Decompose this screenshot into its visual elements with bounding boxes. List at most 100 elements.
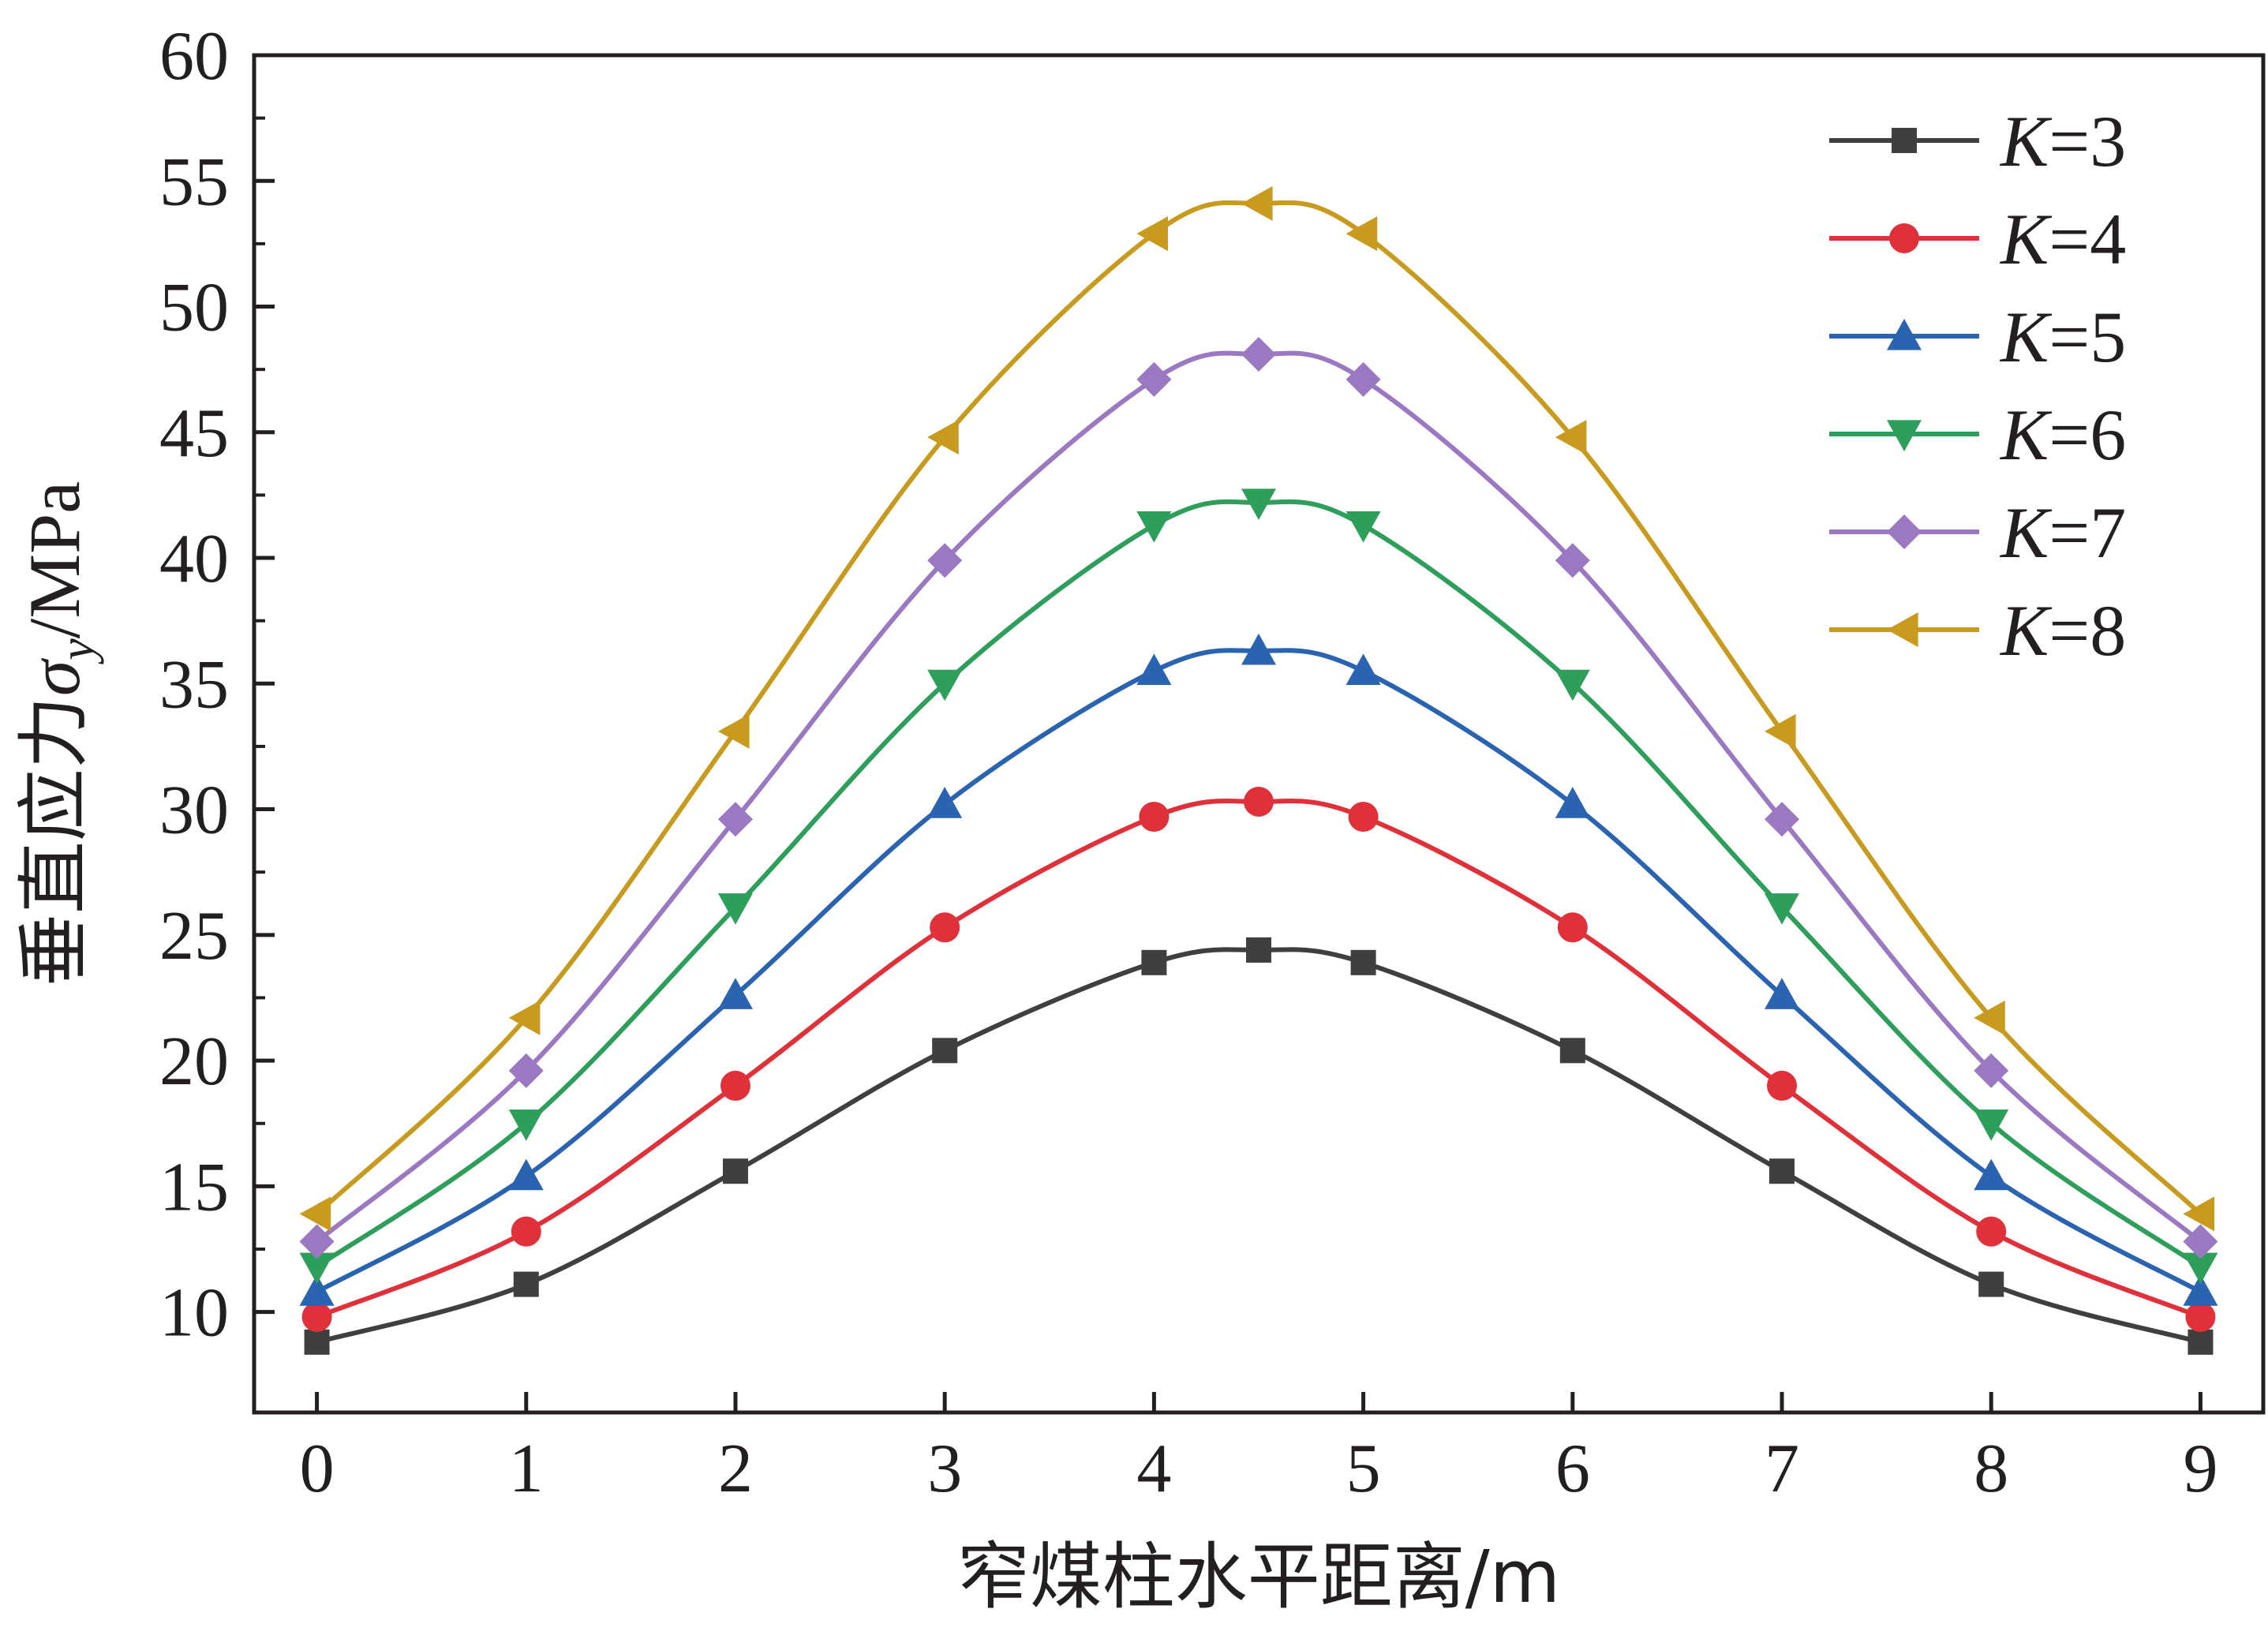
series-8 — [299, 185, 2215, 1232]
x-axis-title: 窄煤柱水平距离/m — [957, 1535, 1561, 1619]
legend-label: K=3 — [1999, 101, 2126, 181]
data-point — [511, 1216, 541, 1247]
data-point — [1345, 653, 1381, 685]
x-tick-label: 0 — [300, 1431, 335, 1507]
data-point — [722, 1158, 748, 1184]
legend-label: K=6 — [1999, 395, 2126, 475]
y-tick-label: 15 — [159, 1149, 229, 1225]
data-point — [927, 669, 963, 702]
data-point — [299, 1274, 335, 1306]
data-point — [1978, 1271, 2004, 1297]
legend-label: K=4 — [1999, 199, 2126, 279]
data-point — [1241, 633, 1276, 665]
x-tick-label: 6 — [1555, 1431, 1590, 1507]
series-4 — [301, 787, 2216, 1332]
data-point — [720, 1070, 750, 1101]
data-point — [1555, 543, 1590, 578]
data-point — [1136, 653, 1172, 685]
data-point — [927, 543, 963, 578]
series-line — [316, 799, 2202, 1319]
data-point — [1557, 912, 1588, 943]
x-tick-label: 5 — [1346, 1431, 1381, 1507]
x-tick-label: 2 — [718, 1431, 753, 1507]
data-point — [2183, 1252, 2218, 1285]
data-point — [508, 1000, 541, 1035]
y-tick-label: 45 — [159, 395, 229, 472]
data-point — [717, 978, 753, 1009]
data-point — [717, 713, 750, 749]
legend-item: K=8 — [1829, 590, 2126, 671]
data-point — [1139, 802, 1170, 832]
legend-label: K=8 — [1999, 590, 2126, 671]
series-6 — [299, 488, 2218, 1285]
data-point — [508, 1053, 544, 1088]
y-axis-title-suffix: /MPa — [14, 481, 95, 638]
data-point — [1345, 216, 1378, 252]
legend-label: K=5 — [1999, 297, 2126, 377]
data-point — [1555, 787, 1590, 818]
data-point — [1765, 713, 1796, 749]
y-tick-label: 10 — [159, 1275, 229, 1352]
legend-marker — [1889, 223, 1919, 253]
y-tick-label: 40 — [159, 521, 229, 597]
data-point — [2183, 1196, 2215, 1232]
y-tick-label: 50 — [159, 270, 229, 346]
data-point — [301, 1301, 332, 1332]
legend-marker — [1887, 612, 1918, 647]
legend-item: K=7 — [1829, 492, 2126, 573]
series-line — [316, 648, 2202, 1294]
legend-marker — [1887, 514, 1922, 549]
x-tick-label: 1 — [509, 1431, 544, 1507]
data-point — [1350, 949, 1376, 975]
data-point — [1136, 216, 1168, 252]
data-point — [1244, 787, 1274, 817]
data-point — [1345, 511, 1381, 543]
data-point — [1141, 949, 1167, 975]
data-point — [304, 1329, 330, 1355]
y-tick-label: 25 — [159, 898, 229, 975]
legend: K=3 K=4 K=5 K=6 K=7 K=8 — [1829, 101, 2126, 671]
x-tick-label: 4 — [1136, 1431, 1171, 1507]
data-point — [1241, 488, 1276, 520]
data-point — [299, 1224, 335, 1259]
legend-item: K=5 — [1829, 297, 2126, 377]
data-point — [1555, 669, 1590, 702]
legend-label: K=7 — [1999, 492, 2126, 573]
data-point — [2183, 1224, 2218, 1259]
series-7 — [299, 337, 2218, 1259]
data-point — [1241, 337, 1276, 372]
data-point — [1974, 1158, 2009, 1191]
data-point — [1974, 1000, 2005, 1035]
data-point — [1348, 802, 1379, 832]
series-line — [316, 947, 2202, 1345]
data-point — [508, 1109, 544, 1141]
data-point — [717, 893, 753, 925]
y-axis-title-prefix: 垂直应力 — [12, 696, 96, 986]
data-point — [927, 420, 959, 455]
data-point — [1246, 937, 1271, 963]
y-tick-label: 55 — [159, 144, 229, 220]
y-tick-label: 35 — [159, 646, 229, 723]
data-point — [1974, 1053, 2009, 1088]
x-tick-label: 8 — [1974, 1431, 2008, 1507]
legend-marker — [1892, 128, 1917, 153]
y-axis-title-subscript: y — [51, 638, 104, 665]
legend-marker — [1887, 319, 1922, 350]
y-tick-label: 20 — [159, 1023, 229, 1100]
legend-item: K=4 — [1829, 199, 2126, 279]
x-tick-label: 9 — [2183, 1431, 2217, 1507]
legend-item: K=3 — [1829, 101, 2126, 181]
data-point — [2188, 1329, 2214, 1355]
data-point — [299, 1196, 331, 1232]
data-point — [1136, 511, 1172, 543]
series-3 — [304, 937, 2214, 1355]
data-point — [927, 787, 963, 818]
x-tick-label: 7 — [1765, 1431, 1799, 1507]
data-point — [1765, 893, 1800, 925]
data-point — [1976, 1216, 2007, 1247]
plot-frame — [252, 53, 2266, 1415]
x-tick-label: 3 — [927, 1431, 962, 1507]
y-tick-label: 30 — [159, 773, 229, 849]
data-point — [1769, 1158, 1795, 1184]
